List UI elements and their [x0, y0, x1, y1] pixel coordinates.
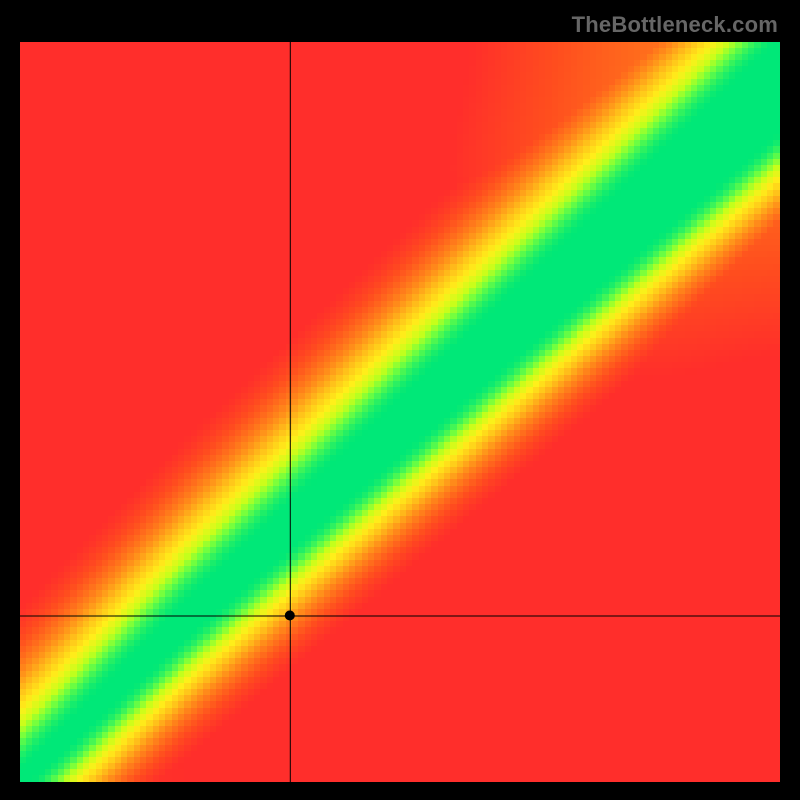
- bottleneck-heatmap: [20, 42, 780, 782]
- watermark-text: TheBottleneck.com: [572, 12, 778, 38]
- chart-container: TheBottleneck.com: [0, 0, 800, 800]
